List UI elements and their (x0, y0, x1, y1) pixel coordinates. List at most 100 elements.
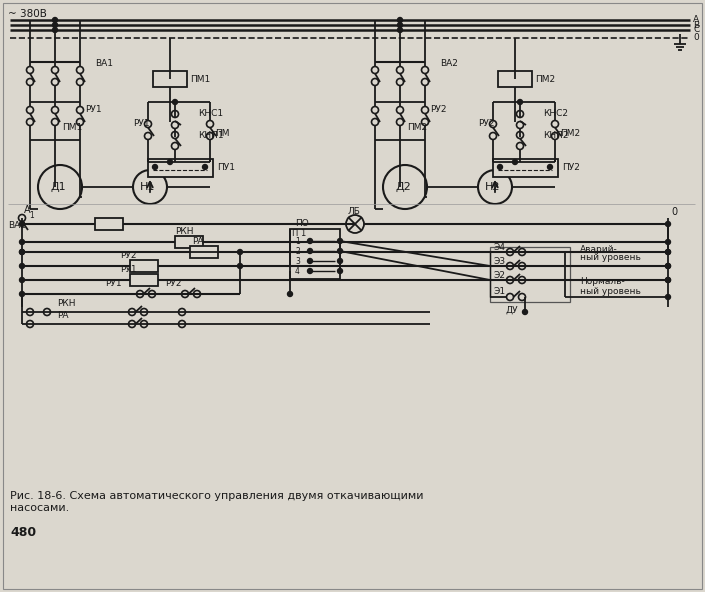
Circle shape (518, 249, 525, 256)
Text: ДУ: ДУ (505, 305, 517, 314)
Bar (130, 260, 158, 272)
Bar (190, 246, 218, 258)
Circle shape (152, 165, 157, 169)
Circle shape (338, 259, 343, 263)
Circle shape (489, 121, 496, 127)
Circle shape (51, 107, 59, 114)
Circle shape (396, 107, 403, 114)
Text: ПМ2: ПМ2 (535, 75, 555, 83)
Bar (498, 71, 532, 87)
Text: 4: 4 (295, 266, 300, 275)
Circle shape (51, 66, 59, 73)
Text: ПО: ПО (295, 220, 309, 229)
Text: 480: 480 (10, 526, 36, 539)
Circle shape (338, 239, 343, 243)
Circle shape (398, 27, 403, 33)
Circle shape (145, 121, 152, 127)
Circle shape (398, 18, 403, 22)
Circle shape (383, 165, 427, 209)
Text: А: А (24, 205, 30, 215)
Circle shape (666, 294, 670, 300)
Circle shape (27, 320, 34, 327)
Circle shape (27, 308, 34, 316)
Circle shape (171, 121, 178, 128)
Circle shape (133, 170, 167, 204)
Circle shape (666, 263, 670, 269)
Circle shape (20, 278, 25, 282)
Circle shape (372, 118, 379, 126)
Circle shape (666, 249, 670, 255)
Text: ВА2: ВА2 (8, 221, 26, 230)
Bar (95, 218, 123, 230)
Circle shape (193, 291, 200, 298)
Circle shape (666, 263, 670, 269)
Text: РУ1: РУ1 (120, 265, 137, 275)
Circle shape (52, 18, 58, 22)
Circle shape (38, 165, 82, 209)
Circle shape (517, 99, 522, 105)
Circle shape (506, 249, 513, 256)
Text: 3: 3 (295, 256, 300, 265)
Circle shape (422, 118, 429, 126)
Circle shape (666, 278, 670, 282)
Text: Н2: Н2 (485, 182, 501, 192)
Circle shape (52, 22, 58, 27)
Text: ПМ2: ПМ2 (560, 130, 580, 139)
Circle shape (168, 159, 173, 165)
Bar (490, 247, 570, 302)
Circle shape (238, 249, 243, 255)
Text: Э2: Э2 (493, 271, 505, 279)
Circle shape (173, 99, 178, 105)
Circle shape (20, 249, 25, 255)
Bar (130, 274, 158, 286)
Bar (175, 236, 203, 248)
Text: Э1: Э1 (493, 288, 505, 297)
Circle shape (51, 118, 59, 126)
Circle shape (27, 107, 34, 114)
Bar (290, 229, 340, 279)
Circle shape (513, 159, 517, 165)
Text: КНП1: КНП1 (198, 130, 223, 140)
Circle shape (20, 240, 25, 244)
Text: РКН: РКН (57, 298, 75, 307)
Circle shape (20, 221, 25, 227)
Text: Нормаль-: Нормаль- (580, 278, 625, 287)
Circle shape (178, 308, 185, 316)
Circle shape (202, 165, 207, 169)
Circle shape (506, 294, 513, 301)
Circle shape (517, 121, 524, 128)
Circle shape (173, 159, 178, 165)
Circle shape (307, 249, 312, 253)
Text: ный уровень: ный уровень (580, 253, 641, 262)
Circle shape (517, 143, 524, 150)
Circle shape (128, 308, 135, 316)
Text: ПМ2: ПМ2 (407, 124, 427, 133)
Text: РУ2: РУ2 (430, 105, 446, 114)
Circle shape (489, 133, 496, 140)
Circle shape (478, 170, 512, 204)
Text: Э3: Э3 (493, 256, 505, 265)
Text: Аварий-: Аварий- (580, 244, 618, 253)
Circle shape (178, 320, 185, 327)
Text: ВА2: ВА2 (440, 60, 458, 69)
Bar (148, 159, 213, 177)
Circle shape (171, 111, 178, 117)
Text: Д1: Д1 (50, 182, 66, 192)
Circle shape (506, 262, 513, 269)
Text: РУ1: РУ1 (85, 105, 102, 114)
Text: П 1: П 1 (292, 229, 306, 237)
Text: РА: РА (192, 237, 204, 246)
Circle shape (207, 133, 214, 140)
Text: РУ1: РУ1 (133, 120, 149, 128)
Circle shape (27, 118, 34, 126)
Circle shape (128, 320, 135, 327)
Circle shape (137, 291, 144, 298)
Circle shape (666, 240, 670, 244)
Text: В: В (693, 21, 699, 30)
Circle shape (551, 121, 558, 127)
Circle shape (396, 79, 403, 85)
Text: РА: РА (57, 310, 68, 320)
Text: Э4: Э4 (493, 243, 505, 252)
Circle shape (498, 165, 503, 169)
Text: ный уровень: ный уровень (580, 287, 641, 295)
